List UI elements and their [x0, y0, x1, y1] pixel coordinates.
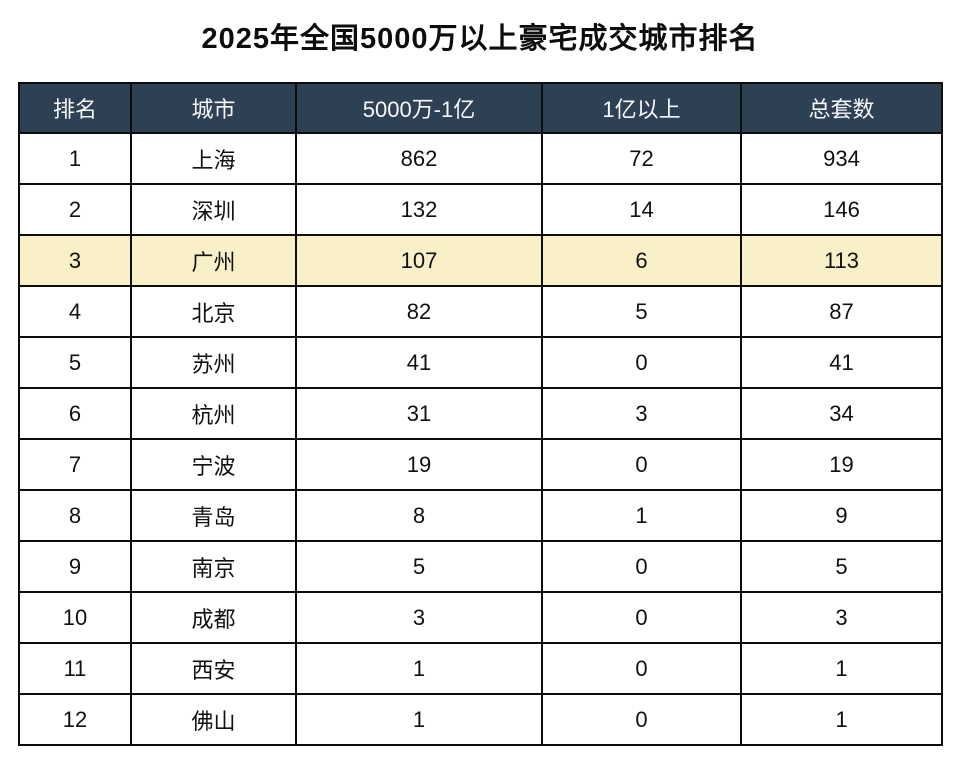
header-cell-over-100m: 1亿以上 [541, 82, 742, 134]
cell-over-100m: 1 [541, 489, 742, 542]
total-units-cell: 19 [740, 438, 943, 491]
cell-over-100m: 3 [541, 387, 742, 440]
cell-over-100m: 14 [541, 183, 742, 236]
header-cell-50m-to-100m: 5000万-1亿 [295, 82, 543, 134]
table-row: 6 杭州 31 3 34 [18, 387, 943, 440]
header-row: 排名 城市 5000万-1亿 1亿以上 总套数 [18, 82, 943, 134]
rank-cell: 1 [18, 132, 132, 185]
table-row: 3 广州 107 6 113 [18, 234, 943, 287]
cell-50m-to-100m: 31 [295, 387, 543, 440]
total-units-cell: 1 [740, 642, 943, 695]
total-units-cell: 41 [740, 336, 943, 389]
cell-50m-to-100m: 132 [295, 183, 543, 236]
table-row: 5 苏州 41 0 41 [18, 336, 943, 389]
ranking-table: 排名 城市 5000万-1亿 1亿以上 总套数 1 上海 862 72 934 2 深圳 13… [18, 82, 943, 746]
table-body: 1 上海 862 72 934 2 深圳 132 14 146 3 广州 107 6 113 4 北京 82 5 87… [18, 132, 943, 746]
rank-cell: 9 [18, 540, 132, 593]
cell-over-100m: 0 [541, 336, 742, 389]
header-cell-total-units: 总套数 [740, 82, 943, 134]
city-cell: 北京 [130, 285, 297, 338]
table-row: 12 佛山 1 0 1 [18, 693, 943, 746]
table-row: 2 深圳 132 14 146 [18, 183, 943, 236]
header-cell-rank: 排名 [18, 82, 132, 134]
total-units-cell: 87 [740, 285, 943, 338]
total-units-cell: 1 [740, 693, 943, 746]
table-row: 4 北京 82 5 87 [18, 285, 943, 338]
cell-over-100m: 0 [541, 540, 742, 593]
city-cell: 广州 [130, 234, 297, 287]
total-units-cell: 934 [740, 132, 943, 185]
cell-50m-to-100m: 19 [295, 438, 543, 491]
page-title: 2025年全国5000万以上豪宅成交城市排名 [201, 23, 759, 55]
cell-50m-to-100m: 5 [295, 540, 543, 593]
total-units-cell: 5 [740, 540, 943, 593]
total-units-cell: 3 [740, 591, 943, 644]
city-cell: 宁波 [130, 438, 297, 491]
total-units-cell: 9 [740, 489, 943, 542]
city-cell: 上海 [130, 132, 297, 185]
cell-50m-to-100m: 3 [295, 591, 543, 644]
table-row: 7 宁波 19 0 19 [18, 438, 943, 491]
rank-cell: 11 [18, 642, 132, 695]
total-units-cell: 34 [740, 387, 943, 440]
cell-over-100m: 6 [541, 234, 742, 287]
table-row: 10 成都 3 0 3 [18, 591, 943, 644]
header-cell-city: 城市 [130, 82, 297, 134]
city-cell: 苏州 [130, 336, 297, 389]
city-cell: 杭州 [130, 387, 297, 440]
cell-50m-to-100m: 107 [295, 234, 543, 287]
city-cell: 成都 [130, 591, 297, 644]
cell-over-100m: 0 [541, 693, 742, 746]
city-cell: 青岛 [130, 489, 297, 542]
cell-50m-to-100m: 82 [295, 285, 543, 338]
table-row: 9 南京 5 0 5 [18, 540, 943, 593]
cell-over-100m: 0 [541, 642, 742, 695]
table-row: 11 西安 1 0 1 [18, 642, 943, 695]
city-cell: 深圳 [130, 183, 297, 236]
table-header: 排名 城市 5000万-1亿 1亿以上 总套数 [18, 82, 943, 134]
rank-cell: 12 [18, 693, 132, 746]
cell-over-100m: 72 [541, 132, 742, 185]
rank-cell: 8 [18, 489, 132, 542]
rank-cell: 7 [18, 438, 132, 491]
rank-cell: 6 [18, 387, 132, 440]
cell-50m-to-100m: 8 [295, 489, 543, 542]
cell-50m-to-100m: 1 [295, 693, 543, 746]
city-cell: 南京 [130, 540, 297, 593]
total-units-cell: 146 [740, 183, 943, 236]
city-cell: 佛山 [130, 693, 297, 746]
total-units-cell: 113 [740, 234, 943, 287]
rank-cell: 4 [18, 285, 132, 338]
cell-50m-to-100m: 41 [295, 336, 543, 389]
rank-cell: 2 [18, 183, 132, 236]
cell-over-100m: 0 [541, 438, 742, 491]
city-cell: 西安 [130, 642, 297, 695]
cell-50m-to-100m: 862 [295, 132, 543, 185]
cell-50m-to-100m: 1 [295, 642, 543, 695]
table-row: 1 上海 862 72 934 [18, 132, 943, 185]
cell-over-100m: 0 [541, 591, 742, 644]
rank-cell: 5 [18, 336, 132, 389]
cell-over-100m: 5 [541, 285, 742, 338]
table-row: 8 青岛 8 1 9 [18, 489, 943, 542]
rank-cell: 3 [18, 234, 132, 287]
rank-cell: 10 [18, 591, 132, 644]
